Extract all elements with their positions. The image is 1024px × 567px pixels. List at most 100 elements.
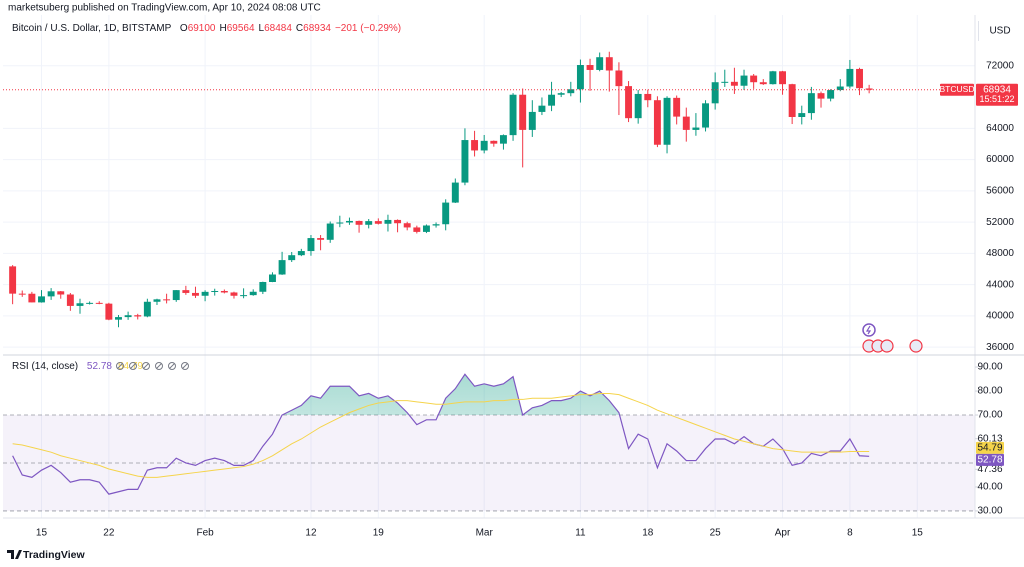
- candle-body: [730, 81, 738, 86]
- x-tick-label: 25: [710, 528, 722, 539]
- candle-body: [740, 75, 748, 86]
- rsi-value-tag-text: 52.78: [977, 455, 1002, 466]
- price-change: −201 (−0.29%): [335, 23, 401, 34]
- candle-body: [865, 88, 873, 90]
- candle-body: [422, 225, 430, 232]
- rsi-ma-line: [12, 392, 870, 478]
- candle-body: [288, 255, 296, 261]
- x-tick-label: 18: [642, 528, 654, 539]
- y-tick-label: 52000: [986, 217, 1014, 228]
- candle-body: [95, 302, 103, 304]
- rsi-value-tag: [976, 453, 1004, 466]
- footer-logo[interactable]: TradingView: [7, 549, 85, 561]
- candle-body: [451, 182, 459, 203]
- rsi-title: RSI (14, close): [12, 361, 78, 372]
- candle-body: [605, 57, 613, 71]
- candle-body: [134, 315, 142, 317]
- x-tick-label: 22: [103, 528, 115, 539]
- y-tick-label: 30.00: [977, 506, 1002, 517]
- candle-body: [471, 140, 479, 151]
- candle-body: [615, 70, 623, 87]
- candle-body: [38, 296, 45, 303]
- candle-body: [269, 274, 276, 282]
- candle-body: [499, 135, 507, 144]
- candle-body: [634, 93, 642, 119]
- symbol-title: Bitcoin / U.S. Dollar, 1D, BITSTAMP: [12, 23, 172, 34]
- y-tick-label: 64000: [986, 123, 1014, 134]
- candle-body: [702, 103, 709, 128]
- rsi-line: [12, 373, 870, 495]
- candle-body: [653, 100, 661, 145]
- price-tag-value: 68934: [983, 84, 1011, 95]
- candle-body: [143, 301, 151, 317]
- price-tag: [976, 83, 1018, 106]
- indicator-icons[interactable]: [116, 362, 189, 370]
- event-icons[interactable]: [862, 323, 923, 353]
- candle-body: [798, 113, 806, 117]
- candle-body: [413, 227, 421, 232]
- candle-body: [153, 299, 161, 302]
- footer-brand: TradingView: [23, 549, 85, 561]
- candle-body: [365, 221, 373, 225]
- ohlc-key: O: [180, 23, 188, 34]
- candle-body: [827, 90, 835, 99]
- x-tick-label: 15: [912, 528, 924, 539]
- candle-body: [682, 116, 690, 130]
- candle-body: [355, 220, 363, 225]
- y-tick-label: 40.00: [977, 482, 1002, 493]
- candle-body: [249, 291, 257, 296]
- candle-body: [836, 86, 844, 91]
- candle-body: [807, 93, 815, 114]
- currency-divider: [978, 21, 979, 41]
- candle-body: [846, 68, 854, 87]
- candle-body: [201, 291, 209, 296]
- candle-body: [336, 222, 344, 224]
- candle-body: [557, 93, 565, 95]
- y-tick-label: 90.00: [977, 362, 1002, 373]
- candle-body: [105, 303, 113, 320]
- candle-body: [480, 140, 488, 151]
- currency-label: USD: [989, 26, 1010, 37]
- x-tick-label: Feb: [196, 528, 214, 539]
- candle-body: [326, 223, 334, 240]
- x-tick-label: 15: [36, 528, 48, 539]
- candle-body: [625, 86, 633, 119]
- x-tick-label: Mar: [476, 528, 494, 539]
- candle-body: [211, 290, 219, 292]
- y-tick-label: 40000: [986, 311, 1014, 322]
- candle-body: [759, 82, 767, 85]
- ohlc-key: L: [259, 23, 265, 34]
- y-tick-label: 60000: [986, 154, 1014, 165]
- candle-body: [856, 68, 863, 89]
- candle-body: [192, 292, 199, 296]
- candle-body: [28, 293, 36, 303]
- y-tick-label: 72000: [986, 60, 1014, 71]
- candle-body: [163, 299, 171, 301]
- y-tick-label: 70.00: [977, 410, 1002, 421]
- candle-body: [403, 223, 411, 228]
- candle-body: [538, 105, 546, 112]
- ohlc-value: 68934: [303, 23, 331, 34]
- rsi-value-tag-text: 54.79: [977, 443, 1002, 454]
- candle-body: [692, 127, 700, 130]
- ohlc-value: 69100: [188, 23, 216, 34]
- y-tick-label: 47.36: [977, 464, 1002, 475]
- x-tick-label: 11: [575, 528, 586, 539]
- x-tick-label: 12: [305, 528, 317, 539]
- candle-body: [817, 93, 825, 99]
- candle-body: [567, 89, 575, 94]
- candle-body: [297, 251, 305, 256]
- candle-body: [172, 290, 180, 301]
- candle-body: [47, 291, 55, 297]
- x-tick-label: 19: [373, 528, 385, 539]
- y-tick-label: 48000: [986, 248, 1014, 259]
- symbol-tag-text: BTCUSD: [940, 84, 975, 94]
- rsi-legend-value: 54.79: [118, 361, 143, 372]
- symbol-tag: [940, 83, 974, 96]
- y-tick-label: 60.13: [977, 433, 1002, 444]
- candle-body: [548, 94, 556, 106]
- candle-body: [779, 71, 786, 85]
- candle-body: [711, 82, 719, 104]
- ohlc-key: C: [296, 23, 303, 34]
